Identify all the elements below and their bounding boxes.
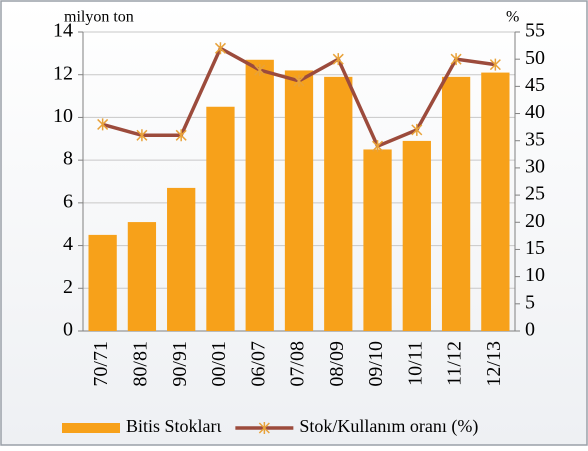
marker xyxy=(254,64,266,77)
y2-tick-label: 10 xyxy=(525,264,545,286)
y2-tick-label: 25 xyxy=(525,183,545,205)
y2-tick-label: 0 xyxy=(525,319,535,341)
bar xyxy=(284,70,314,331)
x-tick-label: 00/01 xyxy=(208,341,230,387)
x-tick-label: 06/07 xyxy=(247,341,269,387)
y-axis-label: milyon ton xyxy=(64,9,134,26)
y-tick-label: 4 xyxy=(63,233,73,255)
bar xyxy=(324,76,353,331)
marker xyxy=(411,123,423,136)
marker xyxy=(97,118,109,131)
x-tick-label: 11/12 xyxy=(444,341,466,386)
x-tick-label: 80/81 xyxy=(130,341,152,387)
x-tick-label: 10/11 xyxy=(404,341,426,386)
legend-label: Stok/Kullanım oranı (%) xyxy=(299,416,478,437)
marker xyxy=(332,53,344,66)
bar xyxy=(441,76,471,331)
bar xyxy=(127,222,157,331)
marker xyxy=(489,58,501,71)
y-tick-label: 2 xyxy=(63,276,73,298)
x-tick-label: 12/13 xyxy=(483,341,505,387)
bar xyxy=(206,106,235,331)
marker xyxy=(175,129,187,142)
bar xyxy=(363,149,392,331)
y2-tick-label: 55 xyxy=(525,20,545,42)
marker xyxy=(450,53,462,66)
bar xyxy=(167,187,196,331)
y-tick-label: 6 xyxy=(63,190,73,212)
y2-tick-label: 15 xyxy=(525,237,545,259)
y-tick-label: 0 xyxy=(63,319,73,341)
y-tick-label: 12 xyxy=(53,62,73,84)
marker xyxy=(372,140,384,153)
legend-label: Bitis Stoklarι xyxy=(126,416,222,436)
legend-marker xyxy=(258,422,270,434)
y2-tick-label: 20 xyxy=(525,210,545,232)
bar xyxy=(88,234,117,331)
y2-tick-label: 5 xyxy=(525,291,535,313)
marker xyxy=(214,42,226,55)
y2-tick-label: 40 xyxy=(525,101,545,123)
y-tick-label: 8 xyxy=(63,148,73,170)
x-tick-label: 09/10 xyxy=(365,341,387,387)
marker xyxy=(293,74,305,87)
y2-tick-label: 50 xyxy=(525,47,545,69)
y2-axis-label: % xyxy=(506,9,519,26)
y-tick-label: 10 xyxy=(53,105,73,127)
bar xyxy=(481,72,510,331)
x-tick-label: 07/08 xyxy=(287,341,309,387)
y2-tick-label: 45 xyxy=(525,74,545,96)
y-tick-label: 14 xyxy=(53,20,73,42)
y2-tick-label: 30 xyxy=(525,156,545,178)
x-tick-label: 90/91 xyxy=(169,341,191,387)
x-tick-label: 70/71 xyxy=(90,341,112,387)
marker xyxy=(136,129,148,142)
x-tick-label: 08/09 xyxy=(326,341,348,387)
legend-swatch xyxy=(62,423,120,433)
y2-tick-label: 35 xyxy=(525,128,545,150)
bar xyxy=(245,59,274,332)
bar xyxy=(402,140,431,331)
